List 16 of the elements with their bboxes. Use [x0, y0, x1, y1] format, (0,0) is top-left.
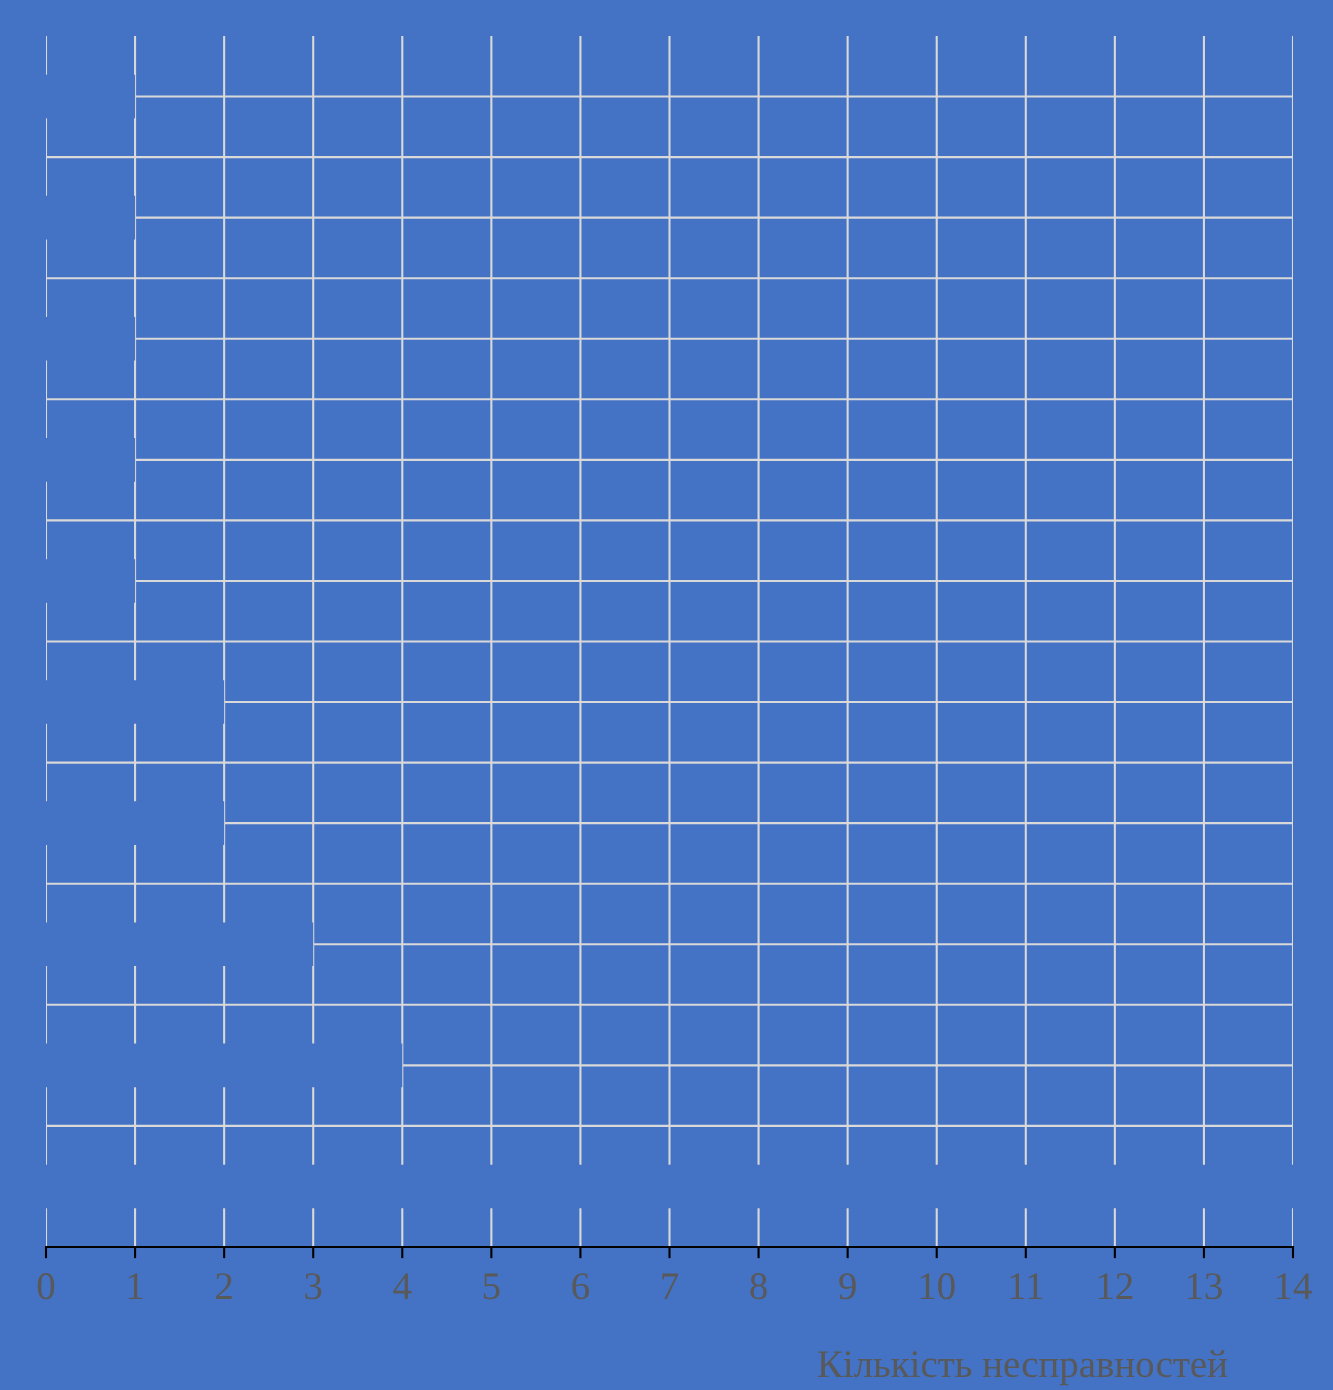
- x-tick-label: 11: [1010, 1273, 1043, 1299]
- x-tick-label: 5: [483, 1273, 500, 1300]
- x-tick-label: 2: [216, 1273, 232, 1299]
- x-tick-label: 7: [662, 1273, 679, 1299]
- x-tick-label: 14: [1276, 1273, 1312, 1299]
- x-tick-label: 12: [1098, 1273, 1133, 1299]
- x-tick-label: 6: [572, 1273, 589, 1300]
- x-axis-title: Кількість несправностей: [817, 1350, 1227, 1386]
- x-tick-label: 1: [128, 1273, 143, 1299]
- x-tick-label: 13: [1187, 1273, 1222, 1300]
- x-tick-label: 8: [750, 1273, 767, 1300]
- x-tick-label: 4: [393, 1273, 412, 1299]
- x-tick-label: 3: [305, 1273, 322, 1300]
- x-tick-label: 0: [37, 1273, 55, 1300]
- x-tick-label: 9: [839, 1273, 856, 1300]
- x-tick-label: 10: [920, 1273, 955, 1300]
